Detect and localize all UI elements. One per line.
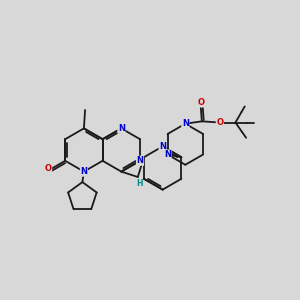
Text: O: O bbox=[216, 118, 223, 127]
Text: N: N bbox=[118, 124, 125, 133]
Text: N: N bbox=[182, 119, 189, 128]
Text: O: O bbox=[197, 98, 204, 107]
Text: O: O bbox=[45, 164, 52, 173]
Text: N: N bbox=[136, 156, 143, 165]
Text: N: N bbox=[159, 142, 166, 151]
Text: H: H bbox=[136, 178, 142, 188]
Text: N: N bbox=[80, 167, 87, 176]
Text: N: N bbox=[164, 150, 171, 159]
